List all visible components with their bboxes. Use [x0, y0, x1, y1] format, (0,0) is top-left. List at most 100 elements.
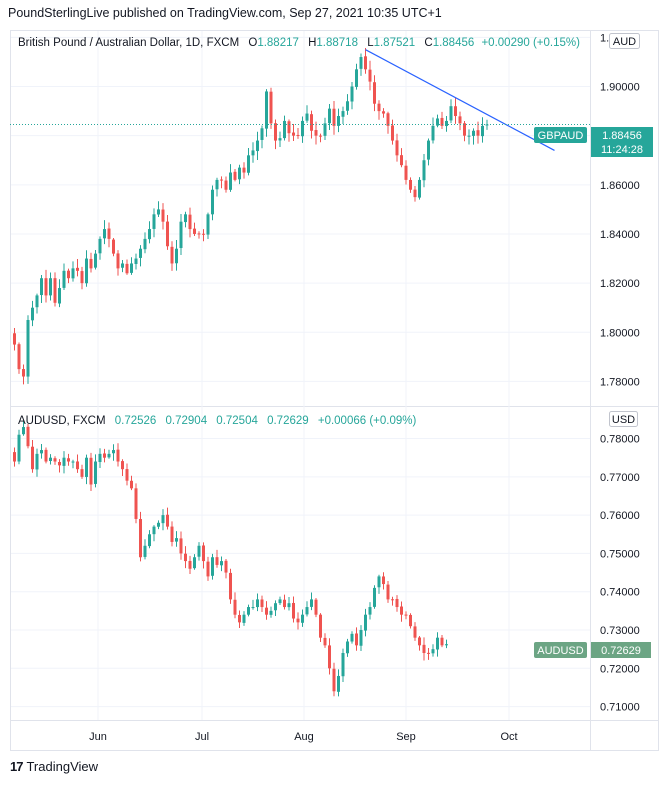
gbpaud-candle [467, 129, 471, 145]
time-axis[interactable]: Jun Jul Aug Sep Oct [89, 731, 517, 743]
time-axis-label: Aug [294, 731, 314, 743]
audusd-candle-body [44, 449, 48, 462]
audusd-candle-body [134, 488, 138, 519]
gbpaud-candle [278, 131, 282, 148]
gbpaud-candle-body [256, 140, 259, 152]
audusd-candle [188, 555, 192, 574]
audusd-candle-body [202, 545, 205, 562]
gbpaud-candle-body [391, 125, 394, 141]
gbpaud-candle [251, 142, 255, 163]
audusd-candle [233, 592, 237, 619]
gbpaud-price-tick: 1.80000 [600, 327, 640, 339]
gbpaud-candle-body [436, 118, 439, 126]
usd-currency-label: USD [612, 414, 635, 426]
gbpaud-candle-body [440, 117, 444, 126]
gbpaud-candle-body [22, 369, 25, 377]
audusd-candle [202, 542, 205, 569]
gbpaud-candle-body [44, 278, 48, 296]
audusd-price-tick: 0.74000 [600, 587, 640, 599]
gbpaud-candle [26, 315, 30, 384]
time-axis-label: Jun [89, 731, 107, 743]
gbpaud-candle [287, 119, 291, 142]
gbpaud-candle-body [103, 229, 106, 239]
audusd-candle-body [350, 633, 354, 642]
gbpaud-price-tick: 1.84000 [600, 229, 640, 241]
publisher-header: PoundSterlingLive published on TradingVi… [8, 6, 442, 20]
gbpaud-candle-body [26, 319, 30, 377]
audusd-candle [89, 452, 93, 492]
aud-currency-badge[interactable]: AUD [609, 33, 640, 49]
audusd-candle [287, 597, 291, 611]
gbpaud-candle-body [89, 258, 93, 269]
gbpaud-candle-body [170, 246, 174, 264]
gbpaud-candle-body [166, 221, 169, 247]
top-price-scale[interactable]: 1.920001.900001.880001.860001.840001.820… [600, 32, 640, 388]
gbpaud-candle-body [278, 138, 282, 141]
gbpaud-candle [256, 131, 259, 161]
top-legend-high: 1.88718 [316, 37, 358, 49]
audusd-candle-body [98, 453, 102, 463]
audusd-candle [382, 572, 385, 590]
audusd-candle [148, 530, 151, 549]
gbpaud-candle-body [287, 121, 291, 134]
gbpaud-candle [98, 236, 102, 260]
audusd-candle [98, 448, 102, 469]
gbpaud-candle [323, 117, 327, 140]
gbpaud-candle [454, 97, 457, 124]
gbpaud-candle-body [224, 180, 228, 190]
audusd-candle-body [431, 649, 435, 654]
gbpaud-candle-body [323, 123, 327, 136]
audusd-candle [305, 601, 309, 617]
gbpaud-candle-body [130, 263, 133, 273]
gbpaud-candle [71, 261, 75, 282]
audusd-candle-body [170, 526, 174, 542]
audusd-candle-body [80, 469, 84, 477]
gbpaud-candle [67, 268, 70, 284]
gbpaud-candle-body [386, 113, 390, 126]
tradingview-footer[interactable]: 17 TradingView [10, 759, 98, 774]
audusd-candle-body [382, 576, 385, 585]
top-legend-h-label: H [308, 37, 316, 49]
audusd-candle [220, 556, 223, 572]
audusd-candle [431, 644, 435, 657]
gbpaud-candle-body [404, 165, 408, 180]
audusd-candle [445, 639, 448, 649]
audusd-candle [112, 444, 115, 461]
audusd-candle-body [53, 458, 57, 462]
gbpaud-candle [31, 300, 34, 327]
gbpaud-candle-body [17, 344, 21, 370]
time-axis-label: Sep [396, 731, 416, 743]
audusd-candle-body [242, 614, 246, 623]
audusd-candle-body [161, 515, 165, 524]
usd-currency-badge[interactable]: USD [609, 411, 638, 427]
audusd-candle [413, 622, 417, 641]
audusd-candle [242, 611, 246, 626]
audusd-candle-body [368, 607, 372, 615]
gbpaud-candle-body [152, 214, 156, 229]
audusd-candles [13, 420, 448, 697]
gbpaud-countdown: 11:24:28 [601, 144, 643, 156]
audusd-candle [436, 632, 439, 657]
gbpaud-candle-body [454, 106, 457, 117]
gbpaud-last-price: 1.88456 [602, 130, 642, 142]
gbpaud-candle [229, 164, 232, 192]
gbpaud-candle [382, 108, 385, 118]
audusd-candle-body [211, 557, 214, 576]
gbpaud-candle-body [301, 120, 304, 137]
gbpaud-candle-body [422, 160, 426, 181]
audusd-candle [355, 627, 358, 651]
gbpaud-candle [377, 100, 381, 120]
gbpaud-candle-body [179, 221, 183, 249]
gbpaud-candle-body [62, 270, 66, 288]
gbpaud-candle-body [229, 172, 232, 190]
audusd-candle [193, 554, 196, 570]
audusd-candle-body [391, 599, 394, 601]
gbpaud-trendline[interactable] [365, 49, 555, 151]
gbpaud-candle [395, 133, 399, 162]
bottom-price-scale[interactable]: 0.78000 0.77000 0.76000 0.75000 0.74000 0.730… [600, 434, 640, 714]
audusd-symbol-text: AUDUSD [537, 645, 584, 657]
audusd-candle-body [197, 545, 201, 557]
gbpaud-candle-body [310, 114, 313, 131]
audusd-candle [152, 525, 156, 542]
